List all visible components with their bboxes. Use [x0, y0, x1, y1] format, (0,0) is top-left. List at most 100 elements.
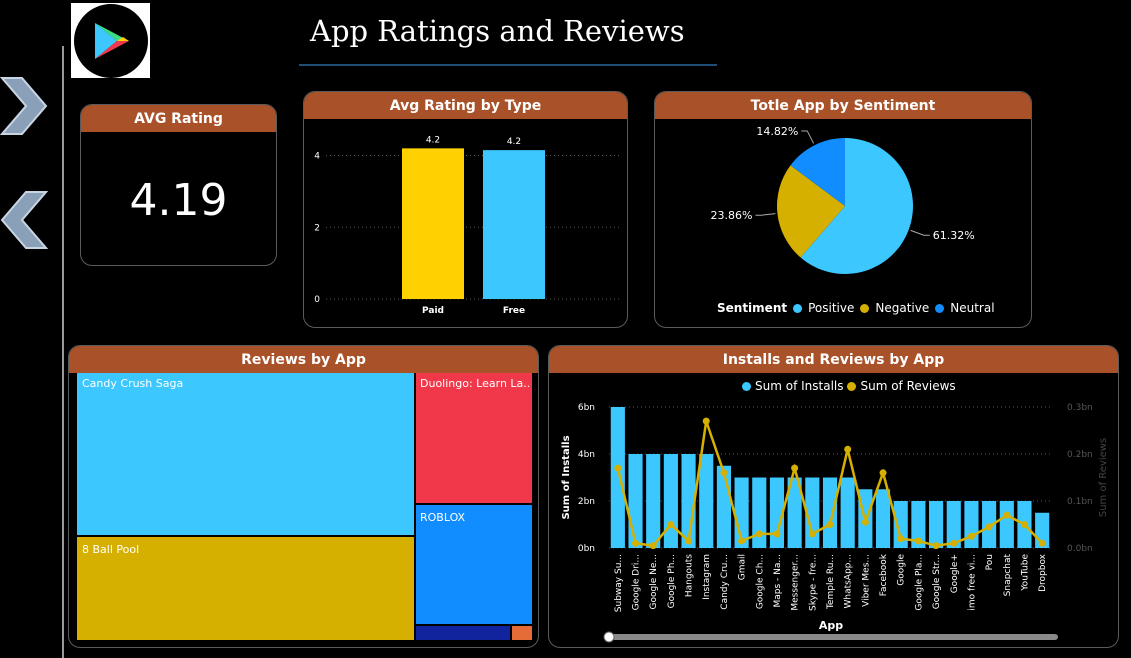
legend-dot-positive — [793, 303, 803, 313]
reviews-point — [985, 523, 993, 531]
treemap-tile[interactable]: 8 Ball Pool — [77, 537, 414, 640]
treemap: Candy Crush Saga 8 Ball Pool Duolingo: L… — [77, 373, 532, 640]
google-play-logo — [71, 3, 150, 78]
x-tick-label: Maps - Na... — [773, 554, 783, 607]
y-tick-label: 4bn — [578, 450, 595, 460]
reviews-point — [738, 537, 746, 545]
card-title: Avg Rating by Type — [304, 92, 627, 119]
reviews-point — [1020, 521, 1028, 528]
treemap-tile[interactable] — [512, 626, 532, 640]
reviews-point — [844, 445, 852, 453]
pie-data-label: 61.32% — [933, 229, 975, 242]
installs-bar — [822, 477, 838, 548]
bar — [402, 148, 464, 299]
installs-bar — [893, 501, 908, 548]
installs-bar — [911, 501, 926, 548]
x-tick-label: Google Pla... — [914, 554, 924, 611]
y2-axis-title: Sum of Reviews — [1098, 438, 1109, 517]
installs-bar — [752, 477, 767, 548]
installs-bar — [628, 454, 643, 548]
legend-title: Sentiment — [717, 301, 788, 315]
x-tick-label: Paid — [422, 306, 444, 316]
reviews-point — [950, 539, 958, 547]
reviews-point — [914, 537, 922, 545]
y2-tick-label: 0.2bn — [1067, 450, 1093, 460]
reviews-point — [614, 464, 622, 472]
avg-rating-value: 4.19 — [129, 175, 228, 226]
treemap-tile[interactable] — [416, 626, 510, 640]
reviews-point — [667, 521, 675, 528]
reviews-point — [967, 532, 975, 540]
legend-neutral[interactable]: Neutral — [950, 301, 995, 315]
reviews-point — [791, 464, 799, 472]
x-tick-label: Skype - fre... — [808, 554, 818, 611]
treemap-label: Duolingo: Learn La... — [420, 377, 530, 390]
pie-chart: 61.32% 23.86% 14.82% — [711, 125, 975, 274]
installs-bar — [769, 477, 785, 548]
data-label: 4.2 — [426, 135, 440, 145]
x-tick-label: Google Ch... — [755, 554, 765, 609]
legend-installs[interactable]: Sum of Installs — [755, 379, 844, 393]
y-tick-label: 2bn — [578, 497, 595, 507]
x-tick-label: Facebook — [879, 553, 889, 596]
scrollbar-handle[interactable] — [603, 631, 615, 643]
sidebar-divider — [62, 46, 64, 658]
pie-legend: Sentiment Positive Negative Neutral — [717, 301, 995, 315]
installs-bar — [663, 454, 678, 548]
treemap-label: 8 Ball Pool — [82, 543, 140, 556]
x-tick-label: Google Ph... — [667, 554, 677, 608]
x-tick-label: Hangouts — [685, 554, 695, 597]
x-tick-label: Google Dri... — [632, 554, 642, 610]
installs-bar — [875, 489, 891, 548]
horizontal-scrollbar[interactable] — [605, 634, 1058, 640]
page-title: App Ratings and Reviews — [310, 14, 685, 48]
installs-bar — [787, 477, 802, 548]
pie-slice — [790, 138, 845, 206]
x-tick-label: Snapchat — [1003, 554, 1013, 597]
treemap-tile[interactable]: ROBLOX — [416, 505, 532, 624]
y-tick-label: 4 — [314, 152, 320, 162]
reviews-point — [1003, 511, 1011, 519]
treemap-label: Candy Crush Saga — [82, 377, 184, 390]
sentiment-pie-card: Totle App by Sentiment 61.32% 23.86% 14.82… — [654, 91, 1032, 328]
pie-data-label: 14.82% — [756, 125, 798, 138]
x-tick-label: Dropbox — [1038, 553, 1048, 592]
reviews-point — [685, 537, 693, 545]
treemap-tile[interactable]: Candy Crush Saga — [77, 373, 414, 535]
y2-tick-label: 0.3bn — [1067, 403, 1093, 413]
x-tick-label: imo free vi... — [967, 554, 977, 611]
legend-dot-installs — [742, 381, 751, 391]
x-tick-label: Viber Mes... — [861, 554, 871, 607]
treemap-tile[interactable]: Duolingo: Learn La... — [416, 373, 532, 503]
y2-tick-label: 0.0bn — [1067, 544, 1093, 554]
installs-bar — [964, 501, 979, 548]
reviews-point — [632, 539, 640, 547]
treemap-label: ROBLOX — [420, 511, 466, 524]
chevron-left-icon[interactable] — [0, 190, 48, 250]
card-title: AVG Rating — [81, 105, 276, 132]
installs-bar — [699, 454, 714, 548]
card-title: Reviews by App — [69, 346, 538, 373]
legend-positive[interactable]: Positive — [808, 301, 855, 315]
reviews-point — [932, 542, 940, 550]
chevron-right-icon[interactable] — [0, 76, 48, 136]
installs-bar — [946, 501, 961, 548]
legend-negative[interactable]: Negative — [875, 301, 930, 315]
y-tick-label: 0 — [314, 295, 320, 305]
avg-rating-card: AVG Rating 4.19 — [80, 104, 277, 266]
reviews-point — [879, 469, 887, 477]
x-tick-label: Google+ — [950, 554, 960, 593]
x-tick-label: Pou — [985, 554, 995, 570]
reviews-point — [861, 518, 869, 526]
pie-slice — [777, 165, 845, 258]
legend-dot-reviews — [847, 381, 857, 391]
x-tick-label: Messenger... — [791, 554, 801, 611]
reviews-point — [808, 530, 816, 538]
x-tick-label: WhatsApp... — [844, 554, 854, 609]
card-title: Totle App by Sentiment — [655, 92, 1031, 119]
reviews-point — [1038, 539, 1046, 547]
reviews-point — [649, 542, 657, 550]
installs-bar — [840, 477, 855, 548]
legend-reviews[interactable]: Sum of Reviews — [860, 379, 956, 393]
x-tick-label: Gmail — [738, 554, 748, 580]
